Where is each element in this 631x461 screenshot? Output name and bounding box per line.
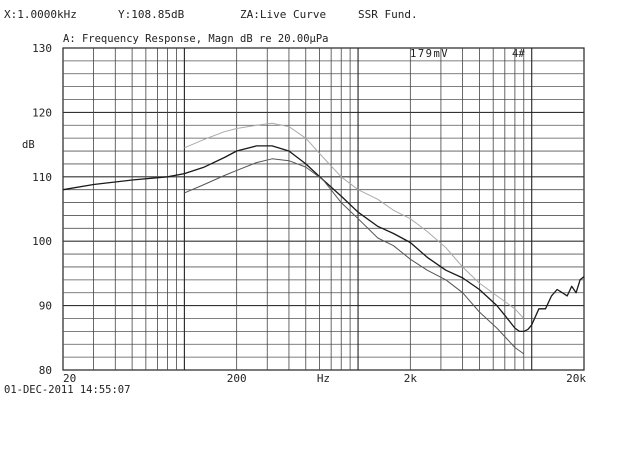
x-tick-label: 20 bbox=[63, 372, 76, 385]
frequency-response-curve bbox=[62, 145, 585, 333]
channel-annotation: 4# bbox=[512, 48, 525, 60]
y-tick-label: 100 bbox=[32, 235, 52, 248]
grid bbox=[63, 48, 584, 370]
limit-curve bbox=[184, 158, 525, 355]
x-tick-label: 200 bbox=[227, 372, 247, 385]
chart-title: A: Frequency Response, Magn dB re 20.00µ… bbox=[63, 33, 329, 45]
y-tick-label: 120 bbox=[32, 106, 52, 119]
timestamp: 01-DEC-2011 14:55:07 bbox=[4, 384, 130, 396]
voltage-annotation: 179mV bbox=[410, 48, 449, 60]
z-readout: ZA:Live Curve bbox=[240, 8, 326, 21]
y-axis-label: dB bbox=[22, 139, 35, 151]
y-readout: Y:108.85dB bbox=[118, 8, 185, 21]
x-tick-labels: 20 200 Hz 2k 20k bbox=[63, 372, 586, 385]
x-readout: X:1.0000kHz bbox=[4, 8, 77, 21]
x-tick-label: 2k bbox=[404, 372, 418, 385]
plot-frame bbox=[62, 47, 585, 371]
y-tick-label: 90 bbox=[39, 300, 52, 313]
x-tick-label: 20k bbox=[566, 372, 586, 385]
limit-curve bbox=[184, 122, 525, 319]
y-tick-label: 130 bbox=[32, 42, 52, 55]
x-tick-label: Hz bbox=[317, 372, 330, 385]
y-tick-label: 80 bbox=[39, 364, 52, 377]
y-tick-label: 110 bbox=[32, 171, 52, 184]
curves bbox=[62, 122, 585, 355]
y-tick-labels: 130 120 110 100 90 80 bbox=[32, 42, 52, 377]
mode-readout: SSR Fund. bbox=[358, 8, 418, 21]
